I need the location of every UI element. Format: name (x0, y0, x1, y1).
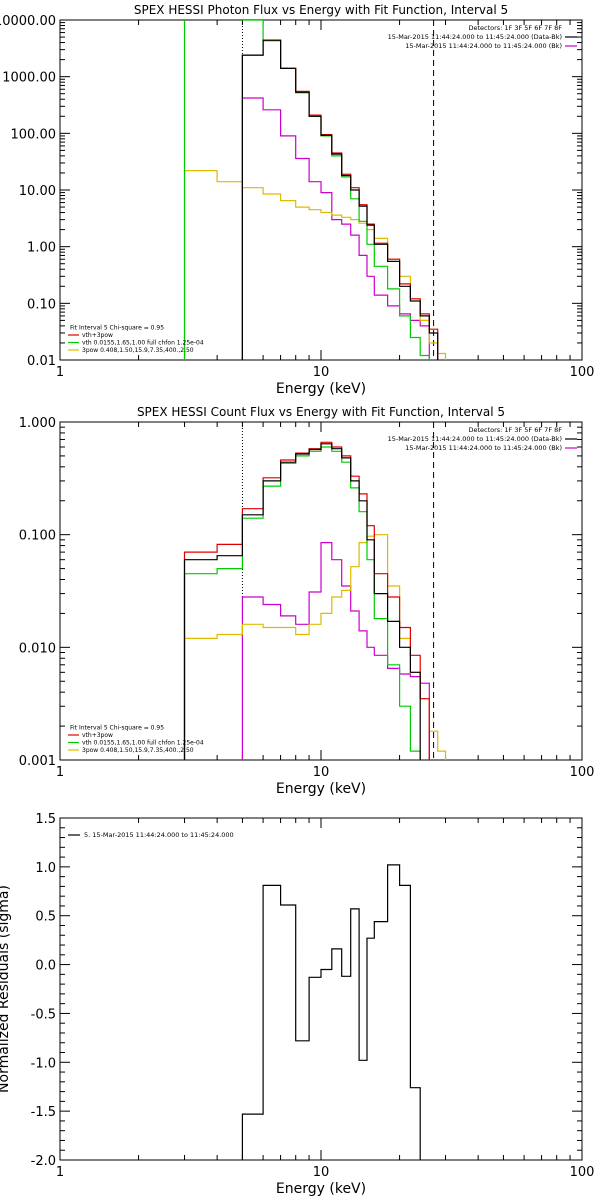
x-tick-label: 100 (570, 765, 595, 780)
legend-top-right-text: Detectors: 1F 3F 5F 6F 7F 8F (468, 426, 562, 434)
y-tick-label: 0.001 (19, 754, 56, 769)
y-tick-label: -1.5 (31, 1105, 56, 1120)
y-tick-label: 0.010 (19, 641, 56, 656)
figure-svg: SPEX HESSI Photon Flux vs Energy with Fi… (0, 0, 600, 1200)
y-tick-label: 0.01 (27, 354, 56, 369)
x-tick-label: 10 (313, 765, 330, 780)
series-line-bk (242, 543, 429, 760)
x-tick-label: 1 (56, 765, 64, 780)
x-axis-label: Energy (keV) (276, 381, 366, 397)
x-tick-label: 10 (313, 1165, 330, 1180)
spex-fit-figure: SPEX HESSI Photon Flux vs Energy with Fi… (0, 0, 600, 1200)
series-line-vth-3pow (242, 40, 437, 360)
series-line-5-15-Mar-2015-11-44-24-000-to-11-45-24-000 (242, 865, 437, 1165)
legend-bottom-left-text: 3pow 0.408,1.50,15.9,7.35,400.,2.50 (82, 347, 194, 354)
legend-bottom-left-text: vth+3pow (82, 732, 113, 739)
y-tick-label: 100.00 (11, 127, 57, 142)
legend-text: 5. 15-Mar-2015 11:44:24.000 to 11:45:24.… (84, 831, 234, 839)
x-tick-label: 100 (570, 365, 595, 380)
chart-title: SPEX HESSI Count Flux vs Energy with Fit… (137, 405, 505, 419)
y-tick-label: 1.000 (19, 416, 56, 431)
legend-bottom-left-text: Fit Interval 5 Chi-square = 0.95 (70, 725, 164, 732)
y-tick-label: 0.10 (27, 297, 56, 312)
y-tick-label: 10.00 (19, 184, 56, 199)
legend-top-right-text: 15-Mar-2015 11:44:24.000 to 11:45:24.000… (388, 435, 562, 443)
series-group (185, 15, 446, 360)
legend-top-right-text: 15-Mar-2015 11:44:24.000 to 11:45:24.000… (405, 444, 562, 452)
series-group (185, 442, 446, 760)
legend-top-right-text: Detectors: 1F 3F 5F 6F 7F 8F (468, 24, 562, 32)
series-line-vth-3pow (185, 442, 430, 760)
series-line-vth (185, 15, 430, 360)
y-tick-label: 10000.00 (0, 14, 56, 29)
x-axis-label: Energy (keV) (276, 1181, 366, 1197)
chart-title: SPEX HESSI Photon Flux vs Energy with Fi… (134, 3, 508, 17)
chart-panel-2: SPEX HESSI Count Flux vs Energy with Fit… (19, 405, 595, 797)
y-tick-label: 0.5 (35, 910, 56, 925)
legend-bottom-left-text: vth 0.0155,1.65,1.00 full chfon 1.25e-04 (82, 740, 204, 747)
chart-panel-1: SPEX HESSI Photon Flux vs Energy with Fi… (0, 3, 594, 397)
y-tick-label: 0.100 (19, 529, 56, 544)
y-tick-label: -2.0 (31, 1154, 56, 1169)
y-tick-label: 1.5 (35, 812, 56, 827)
series-line-data (242, 40, 437, 360)
series-line-vth (185, 447, 421, 760)
legend-top-right-text: 15-Mar-2015 11:44:24.000 to 11:45:24.000… (405, 42, 562, 50)
series-line-bk (242, 98, 429, 360)
y-axis-label: Normalized Residuals (sigma) (0, 885, 12, 1093)
y-tick-label: 1.00 (27, 241, 56, 256)
x-tick-label: 1 (56, 365, 64, 380)
x-tick-label: 10 (313, 365, 330, 380)
legend-bottom-left-text: 3pow 0.408,1.50,15.9,7.35,400.,2.50 (82, 747, 194, 754)
x-tick-label: 1 (56, 1165, 64, 1180)
series-line-3pow (185, 171, 446, 360)
legend-bottom-left-text: Fit Interval 5 Chi-square = 0.95 (70, 325, 164, 332)
legend-bottom-left-text: vth+3pow (82, 332, 113, 339)
legend-bottom-left-text: vth 0.0155,1.65,1.00 full chfon 1.25e-04 (82, 340, 204, 347)
series-group (242, 865, 437, 1165)
y-tick-label: 1.0 (35, 861, 56, 876)
legend-top-right-text: 15-Mar-2015 11:44:24.000 to 11:45:24.000… (388, 33, 562, 41)
plot-frame (60, 818, 582, 1160)
y-tick-label: -0.5 (31, 1007, 56, 1022)
y-tick-label: 1000.00 (2, 71, 56, 86)
series-line-data (185, 444, 421, 760)
y-tick-label: -1.0 (31, 1056, 56, 1071)
chart-panel-3: 1 10 100 Energy (keV) -2.0 -1.5 -1.0 -0.5 0.0 0.5… (0, 812, 594, 1197)
y-tick-label: 0.0 (35, 959, 56, 974)
x-axis-label: Energy (keV) (276, 781, 366, 797)
x-tick-label: 100 (570, 1165, 595, 1180)
